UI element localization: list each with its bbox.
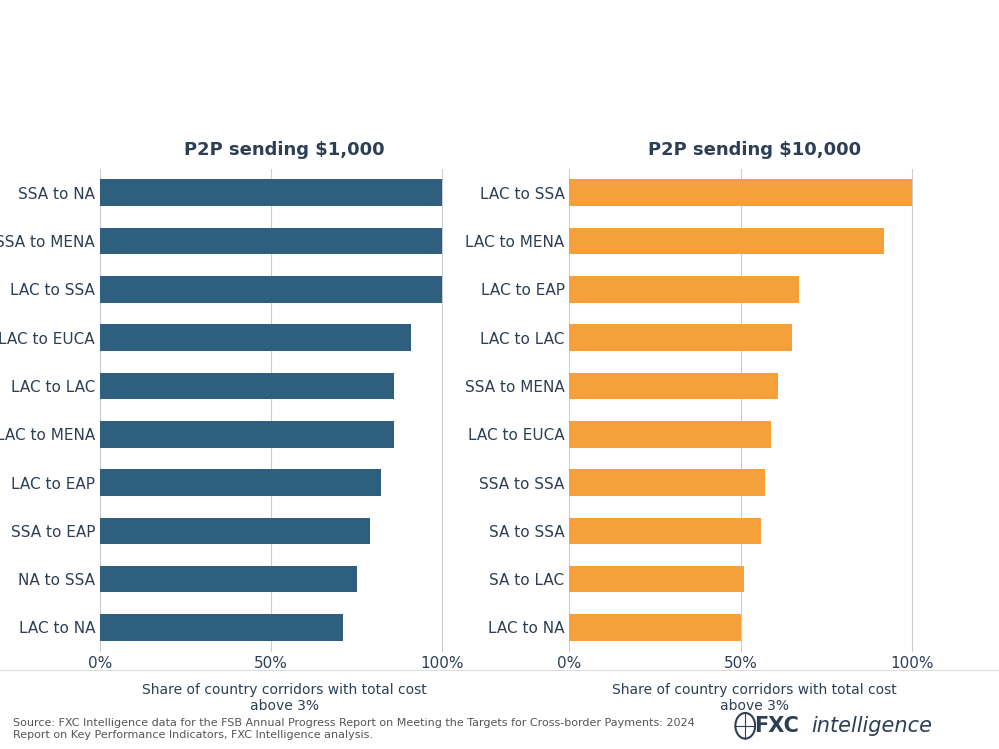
Title: P2P sending $1,000: P2P sending $1,000 — [185, 141, 385, 159]
Bar — [100, 373, 395, 399]
Bar — [569, 180, 912, 206]
X-axis label: Share of country corridors with total cost
above 3%: Share of country corridors with total co… — [611, 682, 897, 713]
Bar — [569, 276, 799, 303]
Bar — [569, 566, 744, 592]
Bar — [100, 518, 371, 544]
Bar — [100, 470, 381, 496]
Bar — [100, 421, 395, 447]
Bar — [569, 421, 771, 447]
Text: Which regional corridors are furthest from the 3% target?: Which regional corridors are furthest fr… — [13, 32, 877, 58]
Text: Share of P2P in-region corridors above the 2027 cost maximum target of 3%: Share of P2P in-region corridors above t… — [13, 84, 704, 102]
Bar — [100, 566, 357, 592]
Bar — [569, 470, 764, 496]
Bar — [100, 276, 443, 303]
Bar — [569, 518, 761, 544]
Bar — [100, 180, 443, 206]
Text: intelligence: intelligence — [811, 715, 932, 736]
X-axis label: Share of country corridors with total cost
above 3%: Share of country corridors with total co… — [142, 682, 428, 713]
Bar — [100, 228, 443, 254]
Bar — [569, 614, 740, 640]
Bar — [100, 324, 412, 351]
Bar — [100, 614, 343, 640]
Title: P2P sending $10,000: P2P sending $10,000 — [647, 141, 861, 159]
Bar — [569, 228, 884, 254]
Bar — [569, 373, 778, 399]
Bar — [569, 324, 792, 351]
Text: FXC: FXC — [754, 715, 799, 736]
Text: Source: FXC Intelligence data for the FSB Annual Progress Report on Meeting the : Source: FXC Intelligence data for the FS… — [13, 718, 694, 740]
